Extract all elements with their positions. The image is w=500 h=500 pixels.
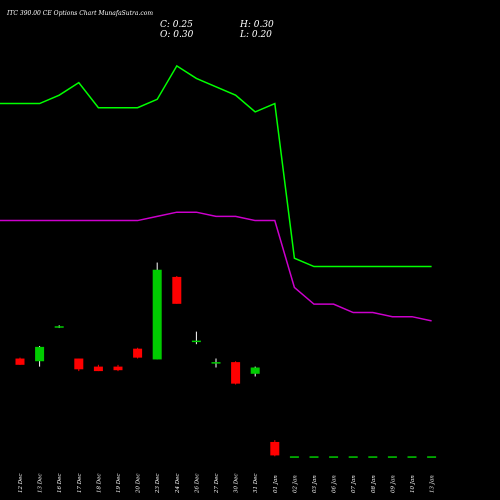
candle-body — [309, 456, 319, 458]
x-tick-label: 31 Dec — [253, 474, 259, 494]
x-tick-label: 16 Dec — [57, 474, 63, 494]
candle-body — [15, 358, 25, 365]
candle-body — [270, 441, 280, 456]
candle-body — [172, 276, 182, 304]
candle-body — [289, 456, 299, 458]
indicator-line-2 — [0, 211, 432, 322]
x-tick-label: 23 Dec — [155, 474, 161, 495]
x-tick-label: 20 Dec — [136, 474, 142, 495]
candle-body — [93, 366, 103, 372]
candle-body — [74, 358, 84, 370]
candle-body — [35, 346, 45, 362]
candle-body — [348, 456, 358, 458]
candle-body — [387, 456, 397, 458]
x-tick-label: 06 Jan — [332, 475, 338, 493]
ohlc-low: L: 0.20 — [239, 30, 272, 40]
x-tick-label: 01 Jan — [273, 475, 279, 493]
ohlc-close: C: 0.25 — [160, 20, 193, 30]
candle-body — [427, 456, 437, 458]
candle-body — [231, 362, 241, 384]
x-tick-label: 13 Dec — [38, 474, 44, 494]
candle-body — [407, 456, 417, 458]
candle-body — [211, 362, 221, 364]
x-tick-label: 12 Dec — [18, 474, 24, 494]
indicator-line-1 — [0, 64, 432, 268]
x-tick-label: 18 Dec — [96, 474, 102, 494]
candle-body — [191, 340, 201, 343]
candle-body — [113, 366, 123, 371]
x-tick-label: 27 Dec — [214, 474, 220, 495]
x-tick-label: 13 Jan — [430, 475, 436, 493]
x-tick-label: 19 Dec — [116, 474, 122, 494]
x-tick-label: 07 Jan — [351, 475, 357, 493]
indicator-lines — [0, 64, 432, 322]
x-tick-label: 30 Dec — [234, 474, 240, 494]
candle-body — [368, 456, 378, 458]
ohlc-high: H: 0.30 — [239, 20, 274, 30]
candle-body — [152, 269, 162, 360]
x-tick-label: 24 Dec — [175, 474, 181, 495]
chart-title: ITC 390.00 CE Options Chart MunafaSutra.… — [6, 10, 153, 17]
x-tick-label: 08 Jan — [371, 475, 377, 493]
ohlc-open: O: 0.30 — [160, 30, 194, 40]
x-tick-label: 09 Jan — [390, 475, 396, 493]
candle-body — [250, 367, 260, 374]
x-tick-label: 26 Dec — [194, 474, 200, 495]
x-tick-label: 03 Jan — [312, 475, 318, 493]
x-tick-label: 02 Jan — [292, 475, 298, 493]
candle-body — [329, 456, 339, 458]
x-tick-label: 17 Dec — [77, 474, 83, 494]
candle-body — [54, 326, 64, 328]
x-tick-label: 10 Jan — [410, 475, 416, 493]
candle-body — [133, 348, 143, 358]
x-axis: 12 Dec 13 Dec 16 Dec 17 Dec 18 Dec 19 Dec 20 D… — [18, 474, 436, 495]
candles — [15, 262, 437, 458]
